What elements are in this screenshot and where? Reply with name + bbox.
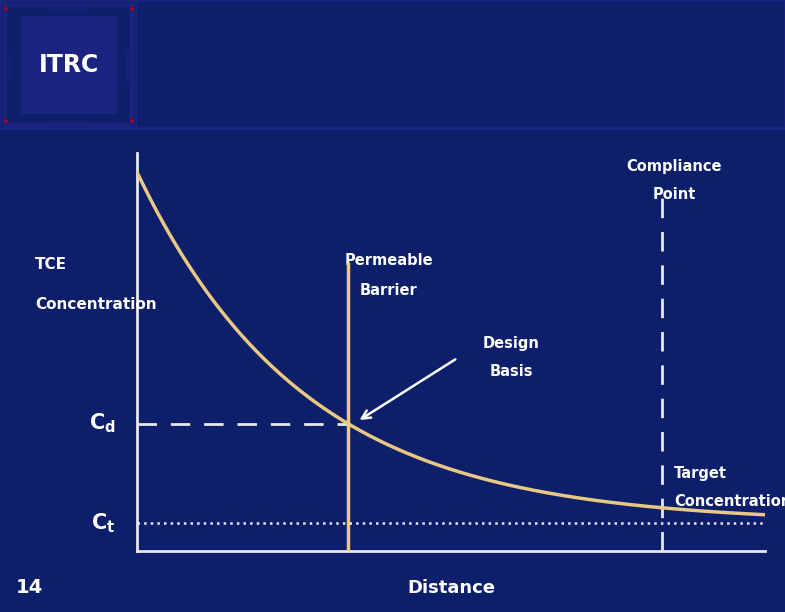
Text: $\mathbf{C_t}$: $\mathbf{C_t}$: [91, 511, 115, 535]
Text: Concentration: Concentration: [674, 493, 785, 509]
Text: Compliance: Compliance: [626, 159, 722, 174]
Text: ★: ★: [2, 118, 9, 124]
Text: 14: 14: [16, 578, 43, 597]
Text: TECHNOLOGY: TECHNOLOGY: [124, 44, 129, 86]
Bar: [20, 15, 117, 114]
Text: ★: ★: [2, 6, 9, 12]
Text: COUNCIL: COUNCIL: [9, 51, 13, 78]
Text: Concentration: Concentration: [35, 297, 157, 312]
Text: Permeable: Permeable: [345, 253, 433, 268]
Text: $\mathbf{C_d}$: $\mathbf{C_d}$: [89, 412, 116, 435]
Text: Distance: Distance: [407, 578, 495, 597]
Text: Example - Natural Degradation: Example - Natural Degradation: [188, 79, 747, 110]
Text: ★: ★: [129, 6, 135, 12]
Text: REGULATORY: REGULATORY: [46, 118, 92, 123]
Text: Synergy with other Alternatives: Synergy with other Alternatives: [178, 21, 756, 52]
Text: TCE: TCE: [35, 257, 68, 272]
Text: Barrier: Barrier: [360, 283, 418, 298]
Text: Target: Target: [674, 466, 728, 481]
Text: Basis: Basis: [489, 364, 533, 379]
Text: Design: Design: [483, 337, 539, 351]
Text: ★: ★: [129, 118, 135, 124]
Text: INTERSTATE: INTERSTATE: [48, 7, 89, 12]
Text: Point: Point: [652, 187, 696, 203]
Text: ITRC: ITRC: [38, 53, 99, 77]
